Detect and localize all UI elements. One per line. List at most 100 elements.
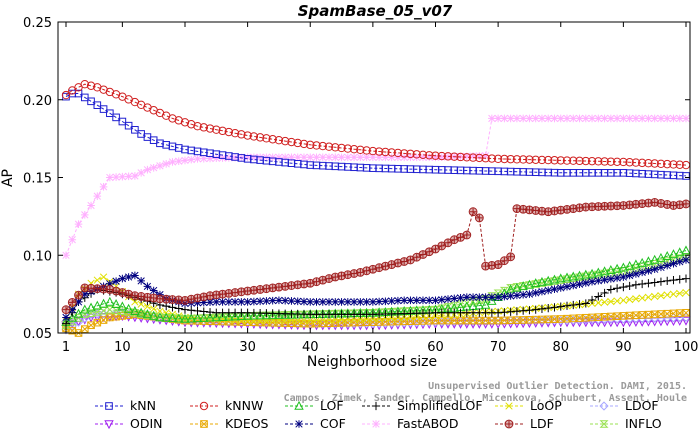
data-point-fastabod bbox=[563, 114, 571, 123]
data-point-ldf bbox=[656, 199, 666, 208]
data-point-cof bbox=[381, 297, 390, 306]
data-point-cof bbox=[312, 298, 321, 306]
legend-item-loop: LoOP bbox=[495, 398, 562, 413]
data-point-knnw bbox=[343, 144, 353, 153]
data-point-fastabod bbox=[168, 158, 177, 166]
data-point-knnw bbox=[193, 121, 202, 131]
x-tick-label: 100 bbox=[674, 340, 698, 355]
series-knn bbox=[62, 89, 690, 180]
data-point-fastabod bbox=[625, 114, 634, 123]
data-point-cof bbox=[594, 276, 603, 285]
data-point-knnw bbox=[362, 146, 371, 155]
data-point-knnw bbox=[569, 156, 578, 165]
data-point-fastabod bbox=[350, 153, 358, 162]
data-point-simplifiedlof bbox=[562, 301, 572, 310]
data-point-simplifiedlof bbox=[619, 283, 628, 292]
data-point-simplifiedlof bbox=[519, 306, 528, 315]
data-point-fastabod bbox=[187, 155, 196, 164]
data-point-loop bbox=[594, 299, 602, 307]
data-point-simplifiedlof bbox=[594, 292, 603, 301]
data-point-lof bbox=[236, 311, 247, 321]
data-point-fastabod bbox=[412, 153, 421, 162]
data-point-lof bbox=[631, 259, 641, 269]
legend-item-fastabod: FastABOD bbox=[362, 416, 459, 431]
data-point-loop bbox=[607, 297, 615, 306]
data-point-simplifiedlof bbox=[556, 302, 565, 311]
data-point-knnw bbox=[663, 159, 672, 169]
data-point-cof bbox=[675, 257, 684, 266]
data-point-odin bbox=[606, 318, 616, 328]
data-point-knnw bbox=[237, 130, 246, 139]
data-point-lof bbox=[98, 298, 109, 308]
data-point-knnw bbox=[431, 151, 440, 160]
series-line-fastabod bbox=[65, 117, 686, 256]
data-point-odin bbox=[681, 316, 691, 326]
data-point-ldf bbox=[243, 286, 253, 296]
data-point-lof bbox=[543, 275, 553, 285]
legend-item-knn: kNN bbox=[95, 398, 156, 413]
data-point-knn bbox=[131, 126, 139, 134]
data-point-odin bbox=[675, 316, 685, 326]
plot-frame bbox=[57, 21, 691, 334]
data-point-simplifiedlof bbox=[600, 288, 609, 298]
data-point-lof bbox=[637, 257, 647, 267]
watermark-line-1: Unsupervised Outlier Detection. DAMI, 20… bbox=[428, 380, 687, 392]
data-point-lof bbox=[649, 254, 660, 264]
data-point-cof bbox=[669, 259, 678, 268]
data-point-cof bbox=[431, 296, 440, 305]
data-point-loop bbox=[369, 315, 377, 323]
data-point-fastabod bbox=[300, 153, 308, 162]
data-point-fastabod bbox=[231, 153, 239, 162]
data-point-loop bbox=[337, 316, 346, 324]
data-point-knnw bbox=[306, 140, 315, 150]
legend-marker-cof bbox=[295, 420, 303, 428]
legend-label-cof: COF bbox=[320, 416, 346, 431]
data-point-knnw bbox=[387, 148, 396, 157]
data-point-lof bbox=[668, 249, 679, 259]
data-point-cof bbox=[463, 293, 471, 302]
data-point-loop bbox=[99, 273, 108, 281]
data-point-knnw bbox=[612, 157, 622, 166]
data-point-knnw bbox=[475, 153, 484, 163]
data-point-cof bbox=[600, 276, 609, 284]
data-point-cof bbox=[369, 298, 377, 306]
series-knnw bbox=[61, 80, 691, 170]
data-point-loop bbox=[306, 316, 314, 325]
data-point-knnw bbox=[268, 135, 277, 144]
data-point-kdeos bbox=[544, 315, 553, 324]
data-point-lof bbox=[681, 245, 691, 255]
data-point-knnw bbox=[255, 133, 265, 142]
data-point-cof bbox=[494, 293, 502, 302]
data-point-cof bbox=[481, 293, 490, 302]
data-point-knnw bbox=[337, 143, 346, 153]
data-point-lof bbox=[530, 278, 541, 288]
data-point-knnw bbox=[425, 151, 434, 160]
data-point-fastabod bbox=[62, 251, 70, 260]
data-point-fastabod bbox=[538, 114, 546, 123]
data-point-cof bbox=[444, 295, 452, 303]
data-point-loop bbox=[625, 295, 634, 304]
data-point-kdeos bbox=[663, 309, 672, 318]
data-point-lof bbox=[205, 312, 215, 322]
data-point-loop bbox=[131, 298, 139, 306]
data-point-cof bbox=[638, 268, 646, 277]
data-point-lof bbox=[192, 313, 203, 323]
data-point-knnw bbox=[468, 153, 478, 162]
data-point-fastabod bbox=[206, 154, 214, 163]
x-tick-label: 80 bbox=[552, 340, 569, 355]
data-point-lof bbox=[549, 274, 560, 284]
data-point-knnw bbox=[550, 156, 559, 165]
data-point-fastabod bbox=[387, 153, 396, 162]
data-point-fastabod bbox=[118, 172, 127, 181]
data-point-knn bbox=[124, 121, 133, 130]
data-point-ldf bbox=[512, 204, 522, 214]
data-point-cof bbox=[450, 294, 459, 303]
legend-label-odin: ODIN bbox=[130, 416, 163, 431]
data-point-fastabod bbox=[250, 153, 258, 162]
data-point-knnw bbox=[518, 155, 528, 164]
data-point-ldf bbox=[136, 292, 146, 301]
data-point-knnw bbox=[575, 156, 584, 166]
legend-marker-loop bbox=[505, 402, 513, 410]
y-tick-label: 0.25 bbox=[23, 16, 52, 31]
data-point-knnw bbox=[406, 149, 415, 159]
